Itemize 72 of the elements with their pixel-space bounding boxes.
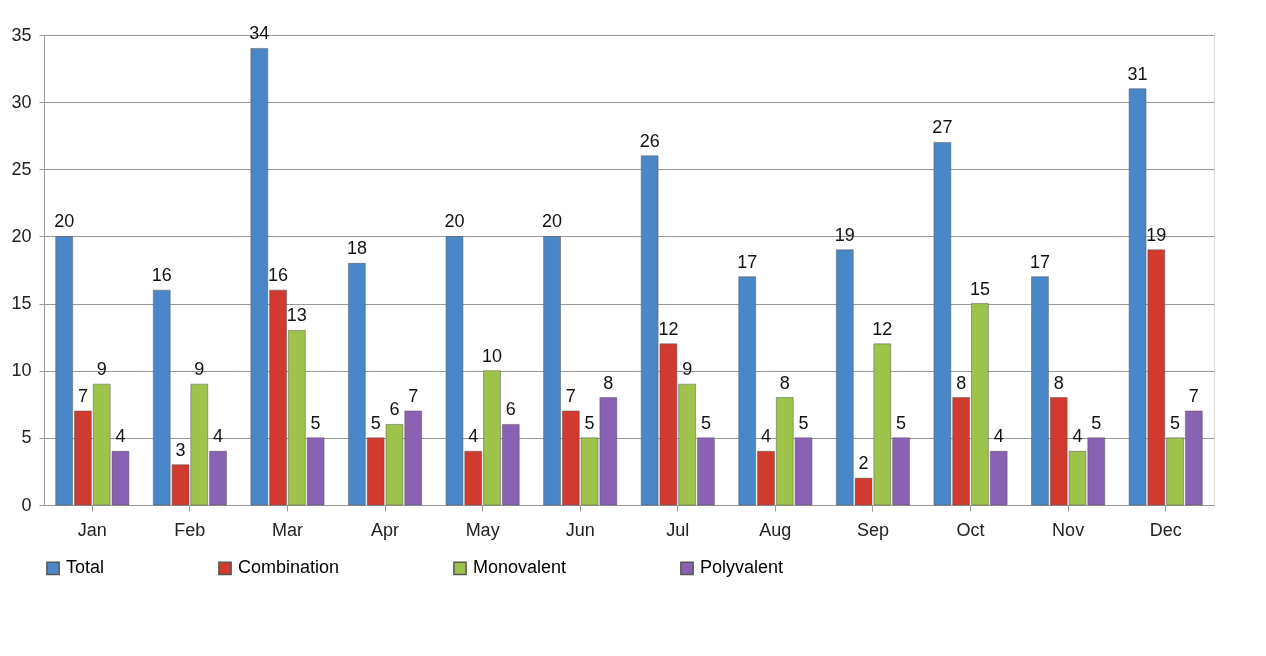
data-label: 9 — [96, 359, 107, 380]
x-tick-label: Nov — [1052, 519, 1085, 540]
data-label: 4 — [213, 426, 224, 447]
data-label: 7 — [565, 386, 576, 406]
data-label: 31 — [1127, 63, 1148, 84]
data-label: 20 — [54, 211, 75, 232]
data-label: 9 — [194, 359, 205, 380]
data-label: 5 — [700, 412, 711, 433]
data-label: 8 — [956, 372, 967, 393]
data-label: 15 — [969, 278, 990, 299]
y-tick-label: 5 — [21, 427, 32, 448]
data-label: 9 — [682, 359, 693, 380]
y-tick-label: 15 — [11, 293, 32, 314]
y-tick-label: 25 — [11, 158, 32, 179]
data-label: 5 — [310, 412, 321, 433]
x-tick-label: Jun — [565, 519, 595, 540]
data-label: 10 — [482, 345, 503, 366]
x-tick-label: Sep — [856, 519, 889, 540]
data-label: 4 — [115, 426, 126, 447]
data-label: 5 — [798, 412, 809, 433]
data-label: 17 — [737, 251, 758, 272]
data-label: 5 — [1170, 412, 1181, 433]
data-label: 7 — [77, 386, 88, 406]
data-label: 4 — [1072, 426, 1083, 447]
x-tick-label: Aug — [759, 519, 792, 540]
y-tick-label: 20 — [11, 225, 32, 246]
data-label: 12 — [872, 318, 893, 339]
x-tick-label: Mar — [271, 519, 303, 540]
legend-label: Monovalent — [473, 557, 567, 578]
data-label: 7 — [408, 386, 419, 406]
x-tick-label: Dec — [1149, 519, 1182, 540]
data-label: 34 — [249, 23, 270, 44]
x-tick-label: Oct — [956, 519, 985, 540]
y-tick-label: 30 — [11, 91, 32, 112]
x-tick-label: Apr — [371, 519, 400, 540]
data-label: 12 — [658, 318, 679, 339]
data-label: 26 — [639, 130, 660, 151]
data-label: 3 — [175, 439, 186, 460]
data-label: 16 — [151, 265, 172, 286]
data-label: 20 — [542, 211, 563, 232]
data-label: 4 — [468, 426, 479, 447]
legend-label: Combination — [238, 557, 340, 578]
y-tick-label: 10 — [11, 360, 32, 381]
data-label: 13 — [286, 305, 307, 326]
y-tick-label: 0 — [21, 494, 32, 515]
data-label: 5 — [1091, 412, 1102, 433]
data-label: 8 — [1053, 372, 1064, 393]
data-label: 19 — [1146, 224, 1167, 245]
legend-label: Polyvalent — [700, 557, 784, 578]
data-label: 5 — [584, 412, 595, 433]
data-label: 16 — [268, 265, 289, 286]
data-label: 17 — [1029, 251, 1050, 272]
x-tick-label: Feb — [174, 519, 206, 540]
data-label: 5 — [370, 412, 381, 433]
data-label: 20 — [444, 211, 465, 232]
x-tick-label: Jul — [666, 519, 690, 540]
data-label: 4 — [760, 426, 771, 447]
legend-label: Total — [66, 557, 105, 578]
data-label: 7 — [1188, 386, 1199, 406]
data-label: 27 — [932, 117, 953, 138]
data-label: 8 — [603, 372, 614, 393]
x-tick-label: May — [465, 519, 500, 540]
data-label: 8 — [779, 372, 790, 393]
x-tick-label: Jan — [77, 519, 107, 540]
data-label: 6 — [389, 399, 400, 420]
y-tick-label: 35 — [11, 24, 32, 45]
data-label: 5 — [896, 412, 907, 433]
data-label: 18 — [346, 238, 367, 259]
data-label: 4 — [993, 426, 1004, 447]
data-label: 6 — [505, 399, 516, 420]
data-label: 2 — [858, 453, 869, 474]
data-label: 19 — [834, 224, 855, 245]
